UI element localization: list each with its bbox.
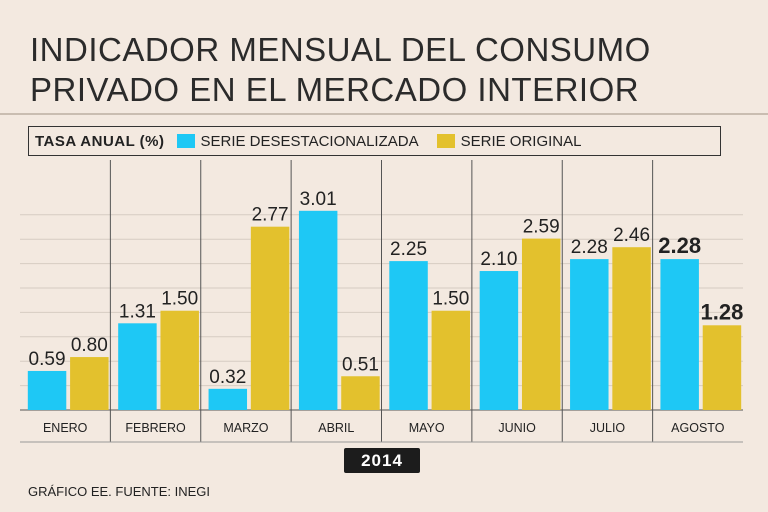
bar-desestacionalizada-mayo bbox=[389, 261, 428, 410]
bar-desestacionalizada-enero bbox=[27, 370, 67, 410]
title-line-2: PRIVADO EN EL MERCADO INTERIOR bbox=[30, 71, 640, 108]
x-tick-label: AGOSTO bbox=[671, 421, 725, 435]
bar-desestacionalizada-agosto bbox=[660, 259, 699, 410]
legend-label-series2: SERIE ORIGINAL bbox=[460, 132, 582, 150]
data-label: 2.28 bbox=[658, 233, 701, 258]
legend-swatch-series2 bbox=[436, 134, 455, 148]
year-badge: 2014 bbox=[344, 448, 420, 473]
data-label: 1.31 bbox=[119, 301, 156, 322]
source-note: GRÁFICO EE. FUENTE: INEGI bbox=[28, 484, 211, 499]
legend-swatch-series1 bbox=[176, 134, 195, 148]
x-tick-label: JUNIO bbox=[498, 421, 536, 435]
data-label: 2.46 bbox=[613, 225, 650, 246]
title-divider bbox=[0, 113, 768, 115]
data-label: 0.32 bbox=[209, 367, 246, 388]
x-tick-label: MAYO bbox=[409, 421, 445, 435]
data-label: 2.77 bbox=[252, 205, 289, 226]
legend-entry-series2: SERIE ORIGINAL bbox=[436, 132, 582, 150]
x-tick-label: MARZO bbox=[223, 421, 268, 435]
data-label: 1.28 bbox=[701, 299, 744, 324]
bar-original-agosto bbox=[702, 325, 742, 410]
data-label: 2.59 bbox=[523, 217, 560, 238]
data-label: 1.50 bbox=[161, 289, 198, 310]
bar-original-abril bbox=[341, 376, 380, 410]
chart-title: INDICADOR MENSUAL DEL CONSUMO PRIVADO EN… bbox=[30, 30, 750, 110]
bar-original-julio bbox=[612, 247, 651, 410]
legend-entry-series1: SERIE DESESTACIONALIZADA bbox=[176, 132, 419, 150]
data-label: 3.01 bbox=[300, 189, 337, 210]
legend: TASA ANUAL (%) SERIE DESESTACIONALIZADA … bbox=[28, 126, 721, 156]
legend-lead: TASA ANUAL (%) bbox=[35, 132, 165, 150]
bar-original-enero bbox=[70, 357, 109, 410]
bar-original-mayo bbox=[431, 310, 471, 410]
data-label: 2.25 bbox=[390, 239, 427, 260]
data-label: 2.10 bbox=[480, 249, 517, 270]
bar-desestacionalizada-abril bbox=[298, 210, 338, 410]
x-tick-label: FEBRERO bbox=[125, 421, 186, 435]
bar-chart: 0.590.80ENERO1.311.50FEBRERO0.322.77MARZ… bbox=[20, 160, 744, 443]
bar-original-marzo bbox=[250, 226, 290, 410]
data-label: 1.50 bbox=[432, 289, 469, 310]
bar-desestacionalizada-julio bbox=[570, 259, 609, 410]
data-label: 0.51 bbox=[342, 354, 379, 375]
x-tick-label: ENERO bbox=[43, 421, 88, 435]
data-label: 0.80 bbox=[71, 335, 108, 356]
data-label: 2.28 bbox=[571, 237, 608, 258]
title-line-1: INDICADOR MENSUAL DEL CONSUMO bbox=[30, 31, 651, 68]
bar-original-junio bbox=[521, 238, 561, 410]
legend-label-series1: SERIE DESESTACIONALIZADA bbox=[200, 132, 419, 150]
x-tick-label: ABRIL bbox=[318, 421, 354, 435]
bar-desestacionalizada-marzo bbox=[208, 388, 248, 410]
data-label: 0.59 bbox=[29, 349, 66, 370]
bar-desestacionalizada-junio bbox=[479, 271, 519, 410]
bar-original-febrero bbox=[160, 310, 199, 410]
bar-desestacionalizada-febrero bbox=[118, 323, 157, 410]
x-tick-label: JULIO bbox=[590, 421, 626, 435]
